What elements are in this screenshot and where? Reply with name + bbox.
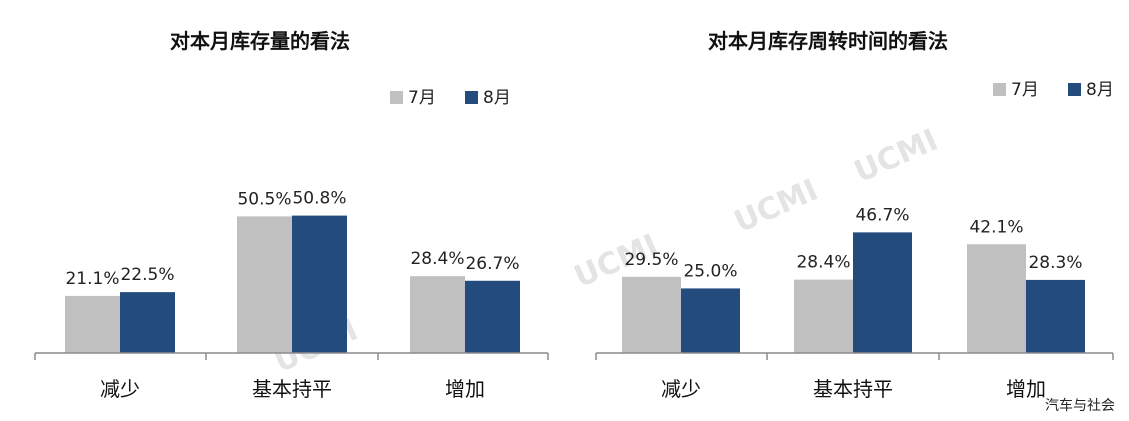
bar: [794, 279, 853, 353]
data-label: 22.5%: [120, 265, 174, 285]
category-label: 基本持平: [813, 377, 893, 401]
data-label: 28.4%: [410, 249, 464, 269]
data-label: 29.5%: [624, 250, 678, 270]
legend-label: 8月: [483, 88, 511, 108]
legend-swatch: [465, 91, 478, 104]
category-label: 增加: [445, 377, 485, 401]
bar: [1026, 279, 1085, 353]
bar: [120, 292, 175, 353]
data-label: 25.0%: [683, 261, 737, 281]
category-label: 增加: [1006, 377, 1046, 401]
bar: [237, 216, 292, 353]
category-label: 减少: [661, 377, 701, 401]
legend-swatch: [1068, 83, 1081, 96]
data-label: 42.1%: [969, 217, 1023, 237]
watermark-text: UCMI: [729, 173, 823, 241]
bar: [465, 280, 520, 353]
bar: [292, 215, 347, 353]
bar: [681, 288, 740, 353]
chart-1: 对本月库存量的看法 7月 8月 21.1% 22.5% 减少 50.5% 50.8% 基本持平 2…: [34, 29, 549, 401]
source-tag: 汽车与社会: [1045, 398, 1115, 414]
category-label: 减少: [100, 377, 140, 401]
bar: [410, 276, 465, 353]
data-label: 28.4%: [796, 253, 850, 273]
chart-title: 对本月库存周转时间的看法: [708, 29, 948, 53]
watermark-text: UCMI: [849, 123, 943, 191]
data-label: 50.5%: [237, 189, 291, 209]
bar: [65, 295, 120, 353]
legend-swatch: [993, 83, 1006, 96]
data-label: 46.7%: [855, 205, 909, 225]
data-label: 21.1%: [65, 269, 119, 289]
chart-2: 对本月库存周转时间的看法 7月 8月 29.5%25.0% 减少 28.4% 46.7% 基本…: [595, 29, 1114, 401]
bar: [622, 276, 681, 353]
data-label: 50.8%: [292, 189, 346, 209]
data-label: 28.3%: [1028, 253, 1082, 273]
legend-label: 7月: [408, 88, 436, 108]
data-label: 26.7%: [465, 254, 519, 274]
legend-label: 7月: [1011, 80, 1039, 100]
chart-title: 对本月库存量的看法: [170, 29, 350, 53]
bar: [853, 232, 912, 353]
legend-swatch: [390, 91, 403, 104]
category-label: 基本持平: [252, 377, 332, 401]
legend-label: 8月: [1086, 80, 1114, 100]
bar: [967, 244, 1026, 353]
